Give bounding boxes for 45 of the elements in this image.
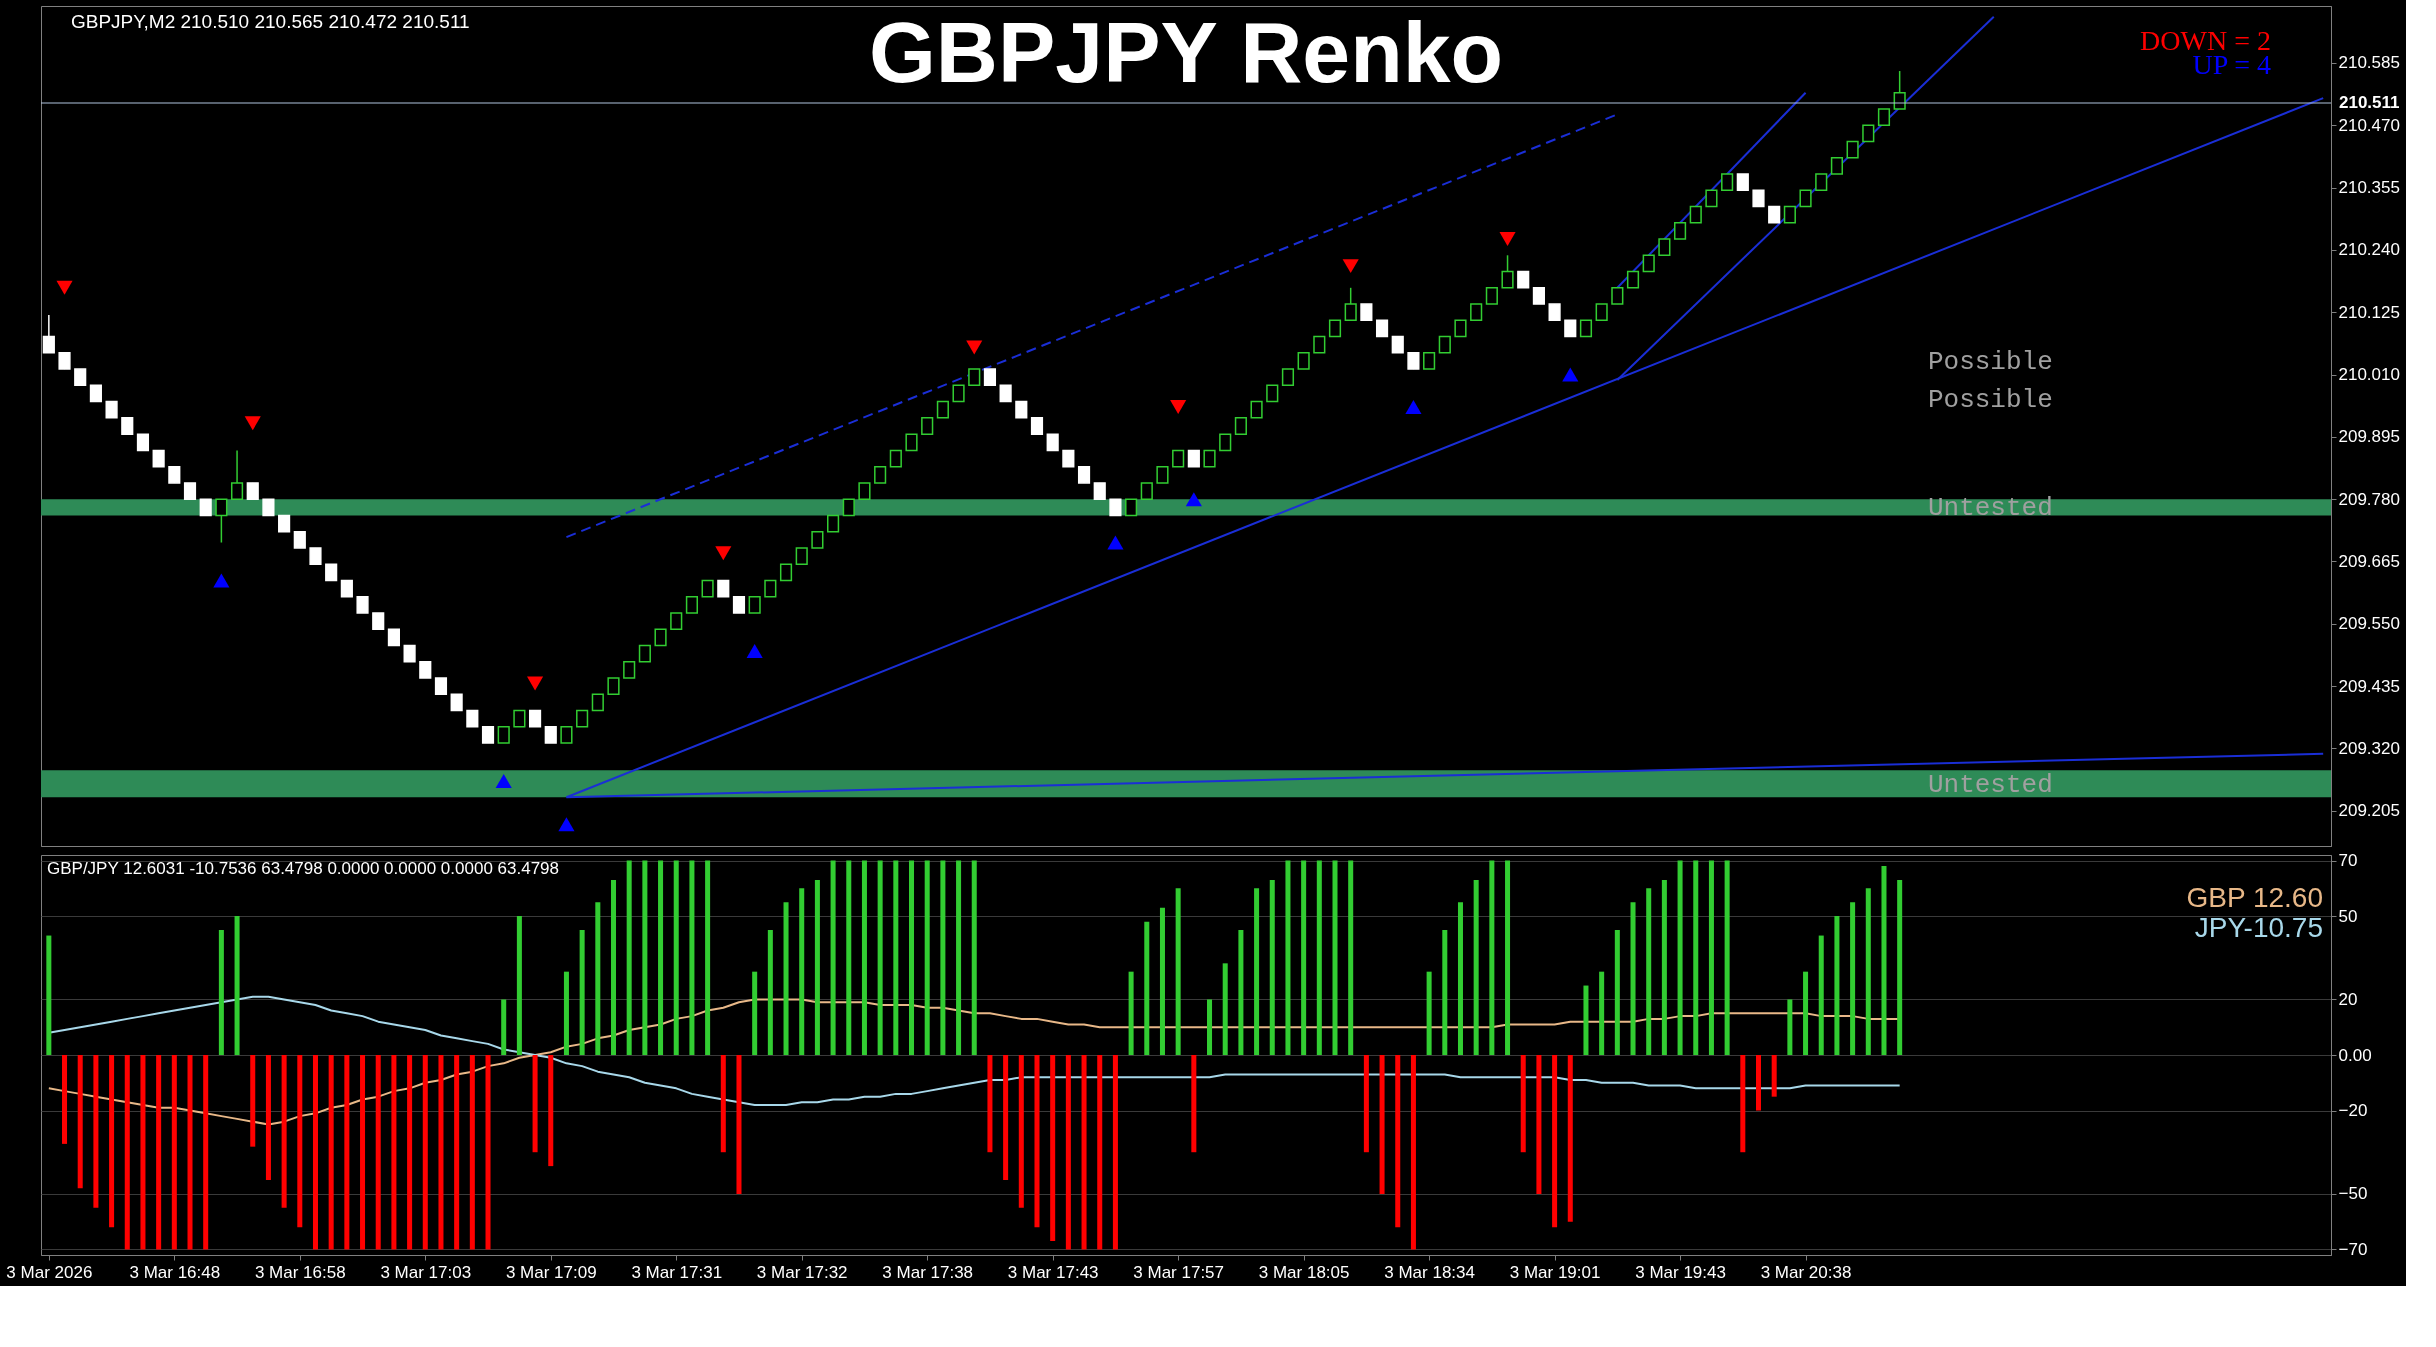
ref-line-label: 210.511: [2339, 93, 2400, 113]
y-tick-label: 209.665: [2338, 551, 2400, 571]
chart-title: GBP/JPY 12.6031 -10.7536 63.4798 0.0000 0.0000 0.0000 63.4798: [47, 859, 560, 878]
x-tick-label: 3 Mar 18:05: [1258, 1262, 1350, 1282]
y-tick-label: 209.320: [2338, 738, 2400, 758]
x-tick-label: 3 Mar 2026: [6, 1262, 93, 1282]
x-tick-label: 3 Mar 18:34: [1384, 1262, 1475, 1282]
x-tick-label: 3 Mar 17:31: [631, 1262, 723, 1282]
y-tick-label: 20: [2338, 989, 2358, 1009]
y-tick-label: 209.895: [2338, 427, 2400, 447]
x-tick-label: 3 Mar 17:38: [882, 1262, 974, 1282]
x-tick-label: 3 Mar 17:32: [756, 1262, 848, 1282]
y-tick-label: −20: [2338, 1101, 2368, 1121]
y-tick-label: 209.435: [2338, 676, 2400, 696]
x-tick-label: 3 Mar 17:03: [380, 1262, 472, 1282]
x-tick-label: 3 Mar 17:57: [1133, 1262, 1225, 1282]
x-tick-label: 3 Mar 17:09: [505, 1262, 597, 1282]
y-tick-label: 209.780: [2338, 489, 2400, 509]
x-tick-label: 3 Mar 16:48: [129, 1262, 221, 1282]
x-tick-label: 3 Mar 20:38: [1760, 1262, 1852, 1282]
y-tick-label: 0.00: [2338, 1045, 2372, 1065]
x-tick-label: 3 Mar 16:58: [254, 1262, 346, 1282]
x-tick-label: 3 Mar 19:01: [1509, 1262, 1601, 1282]
annotation: Possible: [1927, 385, 2053, 415]
y-tick-label: 210.355: [2338, 178, 2400, 198]
annotation: Possible: [1927, 347, 2053, 377]
y-tick-label: 70: [2338, 851, 2358, 871]
x-tick-label: 3 Mar 19:43: [1635, 1262, 1726, 1282]
x-tick-label: 3 Mar 17:43: [1007, 1262, 1099, 1282]
y-tick-label: 210.010: [2338, 365, 2400, 385]
text: JPY-10.75: [2194, 912, 2323, 943]
y-tick-label: 210.585: [2338, 53, 2400, 73]
annotation: GBPJPY,M2 210.510 210.565 210.472 210.511: [71, 11, 470, 32]
band-label: Untested: [1927, 769, 2053, 800]
y-tick-label: −70: [2338, 1239, 2368, 1259]
y-tick-label: 210.125: [2338, 302, 2400, 322]
chart-title: GBPJPY Renko: [868, 4, 1504, 100]
y-tick-label: 50: [2338, 906, 2358, 926]
y-tick-label: 209.550: [2338, 614, 2400, 634]
band-label: Untested: [1927, 493, 2053, 524]
y-tick-label: −50: [2338, 1184, 2368, 1204]
y-tick-label: 209.205: [2338, 801, 2400, 821]
text: GBP 12.60: [2186, 882, 2323, 913]
y-tick-label: 210.240: [2338, 240, 2400, 260]
y-tick-label: 210.470: [2338, 115, 2400, 135]
